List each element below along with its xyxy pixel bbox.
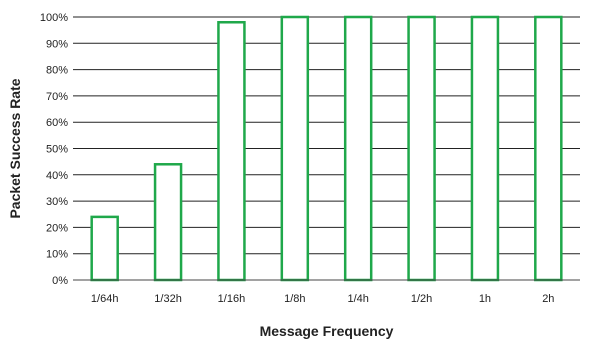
x-tick-labels: 1/64h 1/32h 1/16h 1/8h 1/4h 1/2h 1h 2h [91, 293, 555, 305]
y-tick-label: 80% [46, 65, 68, 77]
bar [534, 15, 563, 282]
y-tick-label: 70% [46, 91, 68, 103]
bar [407, 15, 436, 282]
y-tick-label: 60% [46, 117, 68, 129]
x-tick-label: 1/4h [347, 293, 368, 305]
y-tick-label: 30% [46, 196, 68, 208]
x-axis-title: Message Frequency [260, 323, 394, 339]
y-tick-label: 20% [46, 222, 68, 234]
bar [217, 21, 246, 282]
y-tick-labels: 0% 10% 20% 30% 40% 50% 60% 70% 80% 90% 100% [40, 12, 68, 287]
x-tick-label: 1h [479, 293, 491, 305]
y-tick-label: 10% [46, 249, 68, 261]
x-tick-label: 1/64h [91, 293, 119, 305]
x-tick-label: 2h [542, 293, 554, 305]
gridlines [73, 16, 580, 255]
x-tick-label: 1/32h [154, 293, 182, 305]
bar [343, 15, 373, 282]
bar [280, 15, 310, 282]
bar [153, 163, 183, 282]
x-tick-label: 1/16h [218, 293, 246, 305]
y-tick-label: 100% [40, 12, 68, 24]
x-tick-label: 1/8h [284, 293, 305, 305]
y-tick-label: 40% [46, 170, 68, 182]
bar [470, 15, 500, 282]
y-tick-label: 90% [46, 38, 68, 50]
y-tick-label: 0% [52, 275, 68, 287]
bar [90, 215, 119, 282]
y-axis-title: Packet Success Rate [7, 78, 23, 218]
x-tick-label: 1/2h [411, 293, 432, 305]
y-tick-label: 50% [46, 144, 68, 156]
